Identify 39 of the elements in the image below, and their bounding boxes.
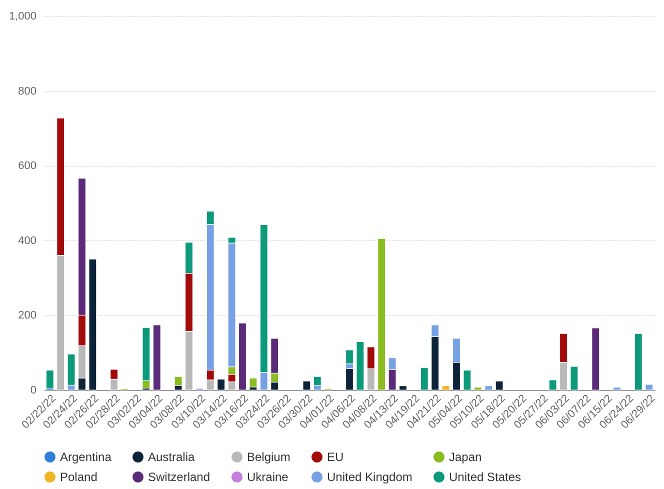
y-tick-label: 800 xyxy=(18,85,36,98)
bar xyxy=(548,380,557,390)
legend-label: Belgium xyxy=(247,450,290,464)
y-tick-label: 600 xyxy=(18,160,36,172)
legend-label: Japan xyxy=(449,450,482,464)
bar xyxy=(345,368,354,390)
bar xyxy=(420,367,428,390)
legend-label: Switzerland xyxy=(148,470,210,484)
bar xyxy=(645,384,654,390)
bar xyxy=(592,328,600,390)
legend-label: Ukraine xyxy=(247,470,289,484)
bar xyxy=(398,386,408,390)
bar xyxy=(495,380,504,390)
bar xyxy=(46,370,54,388)
y-tick-label: 200 xyxy=(18,310,36,322)
bar xyxy=(474,387,482,390)
legend-label: United Kingdom xyxy=(327,470,412,484)
y-tick-label: 0 xyxy=(30,384,36,396)
bar xyxy=(612,387,622,390)
y-tick-label: 400 xyxy=(18,234,36,247)
bar xyxy=(484,386,493,390)
legend-label: Poland xyxy=(60,470,98,484)
y-tick-label: 1,000 xyxy=(8,10,36,22)
bar xyxy=(463,370,472,390)
bar xyxy=(634,333,642,390)
legend-label: EU xyxy=(327,450,344,464)
legend-label: Argentina xyxy=(60,450,112,464)
bar xyxy=(88,258,97,390)
bar xyxy=(378,238,386,390)
bar xyxy=(356,341,364,390)
legend-label: United States xyxy=(449,470,522,484)
bar xyxy=(152,324,161,390)
bar xyxy=(570,366,578,390)
bar xyxy=(442,386,450,390)
bar xyxy=(217,378,226,390)
bar xyxy=(302,380,311,390)
legend-label: Australia xyxy=(148,450,196,464)
bar xyxy=(249,378,258,388)
bar xyxy=(238,322,247,390)
